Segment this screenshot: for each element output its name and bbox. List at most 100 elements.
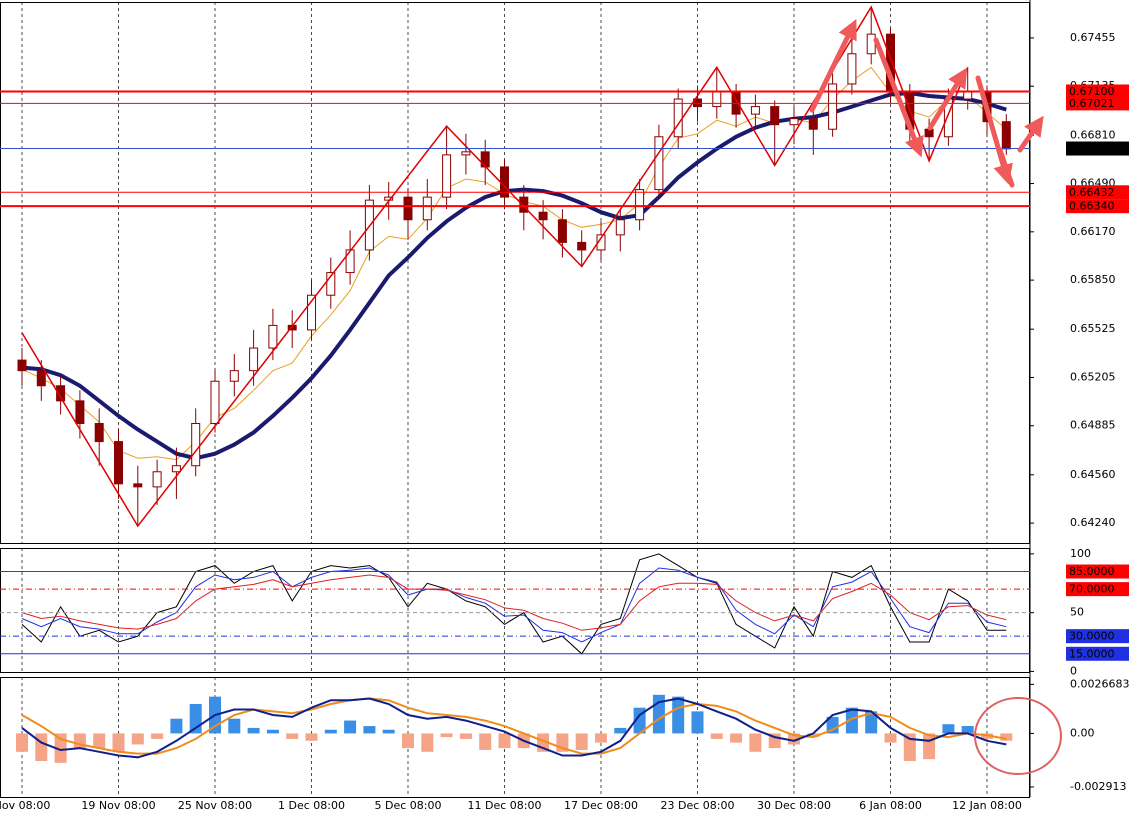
histogram-bar — [1000, 733, 1013, 741]
candle-body — [268, 324, 278, 349]
histogram-bar — [305, 733, 318, 741]
x-tick-label: 11 Dec 08:00 — [468, 799, 542, 812]
plot-layer: Nov 08:00 19 Nov 08:00 25 Nov 08:00 1 Dec 0… — [0, 5, 1129, 812]
histogram-bar — [498, 733, 511, 749]
candle-body — [229, 370, 239, 382]
candle-body — [480, 151, 490, 168]
candle-body — [828, 83, 838, 130]
level-label-box — [1066, 84, 1129, 99]
candle-body — [924, 128, 934, 138]
histogram-bar — [923, 733, 936, 760]
histogram-bar — [344, 720, 357, 734]
y-tick-label: 0.66170 — [1070, 225, 1116, 238]
y-tick-label: 0.65525 — [1070, 322, 1116, 335]
candle-body — [615, 219, 625, 236]
x-tick-label: Nov 08:00 — [0, 799, 50, 812]
level-label: 0.66340 — [1069, 200, 1115, 213]
zigzag — [21, 5, 969, 528]
y-tick-label: 0.65205 — [1070, 370, 1116, 383]
level-label-box — [1066, 564, 1129, 579]
highlight-circle — [974, 697, 1062, 775]
candle-body — [635, 189, 645, 221]
candle-body — [171, 465, 181, 473]
candle-body — [789, 118, 799, 126]
histogram-bar — [807, 733, 820, 738]
series-line — [21, 90, 1007, 461]
candle-body — [56, 385, 66, 402]
y-tick-label: -0.002913 — [1070, 780, 1126, 793]
candle-body — [770, 106, 780, 126]
level-label-box — [1066, 629, 1129, 644]
y-tick-label: 0.67455 — [1070, 31, 1116, 44]
annotations — [809, 19, 1062, 775]
histogram-bar — [961, 726, 974, 734]
histogram-bar — [131, 733, 144, 745]
series-line — [21, 553, 1007, 655]
y-tick-label: 0.64885 — [1070, 419, 1116, 432]
candle-body — [191, 422, 201, 467]
arrow — [1017, 115, 1044, 153]
candle-body — [17, 359, 27, 372]
candle-body — [866, 33, 876, 55]
histogram-bar — [942, 724, 955, 734]
y-tick-label: 0.64560 — [1070, 468, 1116, 481]
y-tick-label: 0.65850 — [1070, 273, 1116, 286]
series-line — [21, 574, 1007, 631]
arrow — [997, 147, 1015, 188]
candle-body — [538, 211, 548, 221]
candle-body — [750, 106, 760, 115]
histogram-bar — [286, 733, 299, 739]
level-label-box — [1066, 582, 1129, 597]
histogram-bar — [112, 733, 125, 752]
candle-body — [654, 136, 664, 191]
histogram-bar — [35, 733, 48, 761]
level-label: 85.0000 — [1069, 565, 1115, 578]
candle-body — [808, 118, 818, 130]
candle-body — [94, 422, 104, 443]
series-line — [21, 567, 1007, 643]
x-tick-label: 19 Nov 08:00 — [81, 799, 155, 812]
y-tick-label: 0.00 — [1070, 726, 1095, 739]
level-label-box — [1066, 96, 1129, 111]
histogram-bar — [266, 729, 279, 734]
candle-body — [1001, 121, 1011, 150]
level-label: 0.66432 — [1069, 186, 1115, 199]
candle-body — [403, 196, 413, 221]
level-label-box — [1066, 141, 1129, 156]
histogram-bar — [324, 729, 337, 734]
x-tick-label: 30 Dec 08:00 — [757, 799, 831, 812]
candle-body — [133, 483, 143, 488]
y-tick-label: 0.0026683 — [1070, 677, 1130, 690]
histogram-bar — [845, 707, 858, 734]
y-tick-label: 0 — [1070, 664, 1077, 677]
series-line — [21, 66, 1007, 461]
histogram-bar — [402, 733, 414, 749]
y-tick-label: 0.66810 — [1070, 128, 1116, 141]
histogram-bar — [575, 733, 588, 750]
histogram-bar — [151, 733, 164, 739]
histogram-bar — [479, 733, 492, 750]
candle-body — [557, 219, 567, 243]
histogram-bar — [614, 727, 627, 734]
level-label: 70.0000 — [1069, 583, 1115, 596]
candle-body — [307, 294, 316, 331]
arrow — [873, 37, 924, 158]
x-tick-label: 5 Dec 08:00 — [375, 799, 442, 812]
candle-body — [210, 380, 220, 424]
histogram-bar — [730, 733, 743, 743]
candle-body — [461, 151, 471, 156]
candle-body — [712, 90, 722, 108]
arrow — [927, 67, 968, 131]
y-tick-label: 50 — [1070, 606, 1084, 619]
histogram-bar — [228, 718, 241, 734]
y-tick-label: 0.64240 — [1070, 516, 1116, 529]
level-label: 15.0000 — [1069, 647, 1115, 660]
histogram-bar — [710, 733, 723, 739]
candle-body — [596, 234, 606, 251]
candle-body — [577, 241, 587, 251]
histogram-bar — [421, 733, 434, 752]
histogram-bar — [382, 729, 395, 734]
level-label-box — [1066, 646, 1129, 661]
